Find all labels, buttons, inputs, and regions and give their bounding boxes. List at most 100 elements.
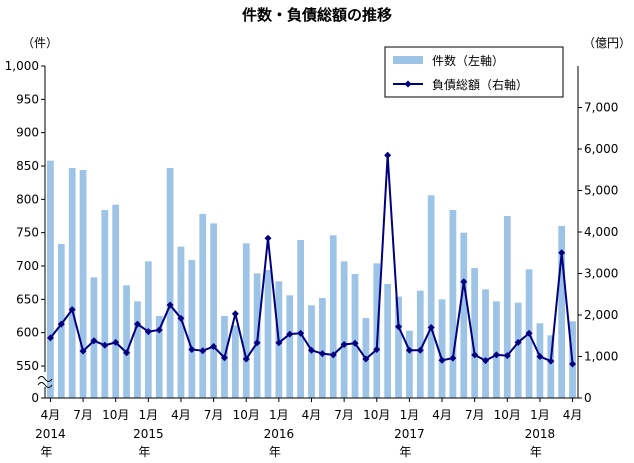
x-tick-label: 7月: [465, 408, 485, 422]
bar: [134, 301, 141, 398]
bar: [438, 299, 446, 398]
y-left-tick-label: 600: [16, 326, 39, 340]
y-right-tick-label: 2,000: [584, 308, 618, 322]
line-point: [503, 352, 511, 360]
x-year-label: 2018: [525, 427, 556, 441]
bar: [449, 210, 457, 398]
x-tick-label: 10月: [363, 408, 390, 422]
y-right-tick-label: 1,000: [584, 350, 618, 364]
x-year-label: 2014: [35, 427, 66, 441]
line-point: [340, 340, 348, 348]
line-point: [362, 355, 370, 363]
x-year-label: 2015: [133, 427, 164, 441]
x-tick-label: 4月: [41, 408, 61, 422]
bar: [112, 204, 120, 398]
y-left-tick-label: 850: [16, 159, 39, 173]
bar: [329, 235, 337, 398]
legend-line-label: 負債総額（右軸）: [432, 77, 528, 92]
x-tick-label: 4月: [171, 408, 191, 422]
line-point: [460, 278, 468, 286]
bar: [319, 298, 326, 398]
bar: [503, 216, 511, 398]
bar: [351, 274, 359, 398]
bar: [155, 316, 163, 398]
line-point: [253, 339, 261, 347]
legend-bar-label: 件数（左軸）: [432, 53, 504, 68]
line-point: [373, 345, 381, 353]
y-right-unit: （億円）: [583, 36, 631, 50]
x-tick-label: 7月: [204, 408, 224, 422]
line-point: [405, 346, 413, 354]
line-point: [449, 354, 457, 362]
bar: [558, 226, 566, 398]
x-tick-label: 1月: [139, 408, 159, 422]
line-point: [242, 355, 250, 363]
x-year-suffix: 年: [269, 445, 281, 459]
bar: [493, 301, 500, 398]
line-point: [166, 301, 174, 309]
x-tick-label: 10月: [494, 408, 521, 422]
line-point: [144, 328, 152, 336]
x-tick-label: 4月: [302, 408, 322, 422]
axis-break-mark: [37, 376, 53, 388]
y-left-tick-label: 750: [16, 226, 39, 240]
line-point: [220, 354, 228, 362]
chart-title: 件数・負債総額の推移: [242, 6, 392, 24]
line-point: [90, 337, 98, 345]
bar: [47, 160, 54, 398]
bar: [177, 246, 185, 398]
y-left-tick-label: 950: [16, 92, 39, 106]
legend-bar-swatch: [393, 56, 423, 64]
y-left-unit: （件）: [22, 36, 58, 50]
x-tick-label: 10月: [102, 408, 129, 422]
x-tick-label: 4月: [432, 408, 452, 422]
x-year-suffix: 年: [530, 445, 542, 459]
line-point: [133, 320, 141, 328]
line-point: [482, 357, 490, 365]
x-tick-label: 1月: [269, 408, 289, 422]
x-tick-label: 1月: [400, 408, 420, 422]
bar: [384, 284, 392, 398]
line-point: [199, 347, 207, 355]
bar: [123, 285, 130, 398]
bar: [199, 214, 207, 398]
tick-labels: 0 550 600 650 700 750 800 850 900 950 1,000 0 1,000 2…: [5, 59, 619, 459]
y-right-tick-label: 0: [584, 391, 592, 405]
x-tick-label: 1月: [530, 408, 550, 422]
line-point: [569, 360, 577, 368]
x-year-suffix: 年: [138, 445, 150, 459]
y-left-tick-label: 550: [16, 359, 39, 373]
bar: [460, 232, 468, 398]
x-tick-label: 10月: [233, 408, 260, 422]
bar: [406, 330, 413, 398]
line-point: [177, 314, 185, 322]
line-series: [46, 151, 577, 368]
line-point: [264, 234, 272, 242]
bar: [416, 290, 424, 398]
x-year-suffix: 年: [40, 445, 52, 459]
y-left-tick-label: 900: [16, 126, 39, 140]
line-point: [123, 349, 131, 357]
bar-series: [47, 160, 576, 398]
bar: [547, 335, 555, 398]
line-point: [286, 330, 294, 338]
legend-box: [384, 46, 564, 98]
line-point: [427, 323, 435, 331]
bar: [471, 268, 479, 398]
line-point: [558, 249, 566, 257]
line-point: [210, 343, 218, 351]
line-point: [416, 346, 424, 354]
line-point: [438, 356, 446, 364]
bar: [536, 323, 544, 398]
y-right-tick-label: 4,000: [584, 225, 618, 239]
legend: 件数（左軸） 負債総額（右軸）: [384, 46, 564, 98]
y-right-tick-label: 3,000: [584, 267, 618, 281]
line-point: [231, 310, 239, 318]
y-left-tick-label: 650: [16, 292, 39, 306]
bar: [188, 260, 196, 398]
line-point: [547, 357, 555, 365]
bar: [340, 261, 348, 398]
line-point: [188, 345, 196, 353]
line-point: [297, 329, 305, 337]
